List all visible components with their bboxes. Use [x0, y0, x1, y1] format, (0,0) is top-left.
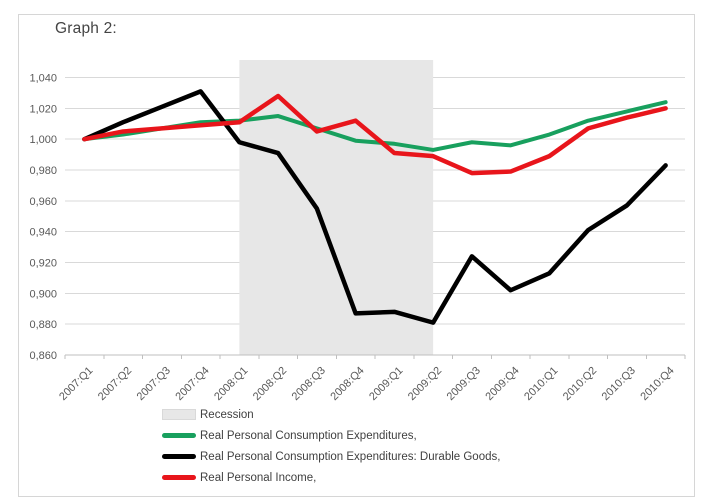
x-tick-label: 2007:Q2: [96, 365, 134, 403]
x-tick-label: 2010:Q3: [600, 365, 638, 403]
x-tick-label: 2010:Q4: [638, 365, 676, 403]
x-tick-label: 2010:Q1: [522, 365, 560, 403]
legend-label: Real Personal Consumption Expenditures: …: [200, 450, 501, 463]
x-tick-label: 2008:Q2: [251, 365, 289, 403]
legend-label: Real Personal Income,: [200, 471, 317, 484]
legend-item: Recession: [162, 404, 500, 425]
x-tick-label: 2007:Q1: [57, 365, 95, 403]
legend-label: Real Personal Consumption Expenditures,: [200, 429, 417, 442]
legend-line-swatch: [162, 433, 196, 438]
y-tick-label: 0,860: [29, 350, 57, 362]
y-tick-label: 0,940: [29, 227, 57, 239]
x-tick-label: 2008:Q1: [212, 365, 250, 403]
series-line: [82, 93, 668, 176]
legend-line-swatch: [162, 454, 196, 459]
legend-item: Real Personal Consumption Expenditures,: [162, 425, 500, 446]
legend-item: Real Personal Consumption Expenditures: …: [162, 446, 500, 467]
y-tick-label: 1,000: [29, 134, 57, 146]
x-tick-label: 2009:Q3: [445, 365, 483, 403]
series-line: [82, 89, 668, 325]
y-tick-label: 0,900: [29, 288, 57, 300]
y-tick-label: 0,980: [29, 165, 57, 177]
legend-item: Real Personal Income,: [162, 467, 500, 488]
x-tick-label: 2008:Q4: [328, 365, 366, 403]
legend-label: Recession: [200, 408, 254, 421]
x-tick-label: 2009:Q2: [406, 365, 444, 403]
legend-band-swatch: [162, 409, 196, 420]
x-tick-label: 2007:Q3: [135, 365, 173, 403]
y-tick-label: 1,040: [29, 73, 57, 85]
recession-band: [239, 60, 434, 355]
y-tick-label: 1,020: [29, 103, 57, 115]
y-tick-label: 0,960: [29, 196, 57, 208]
x-tick-label: 2009:Q1: [367, 365, 405, 403]
x-tick-label: 2008:Q3: [290, 365, 328, 403]
y-tick-label: 0,880: [29, 319, 57, 331]
x-tick-label: 2010:Q2: [561, 365, 599, 403]
legend-line-swatch: [162, 475, 196, 480]
chart-title: Graph 2:: [55, 20, 117, 37]
legend: Recession Real Personal Consumption Expen…: [162, 404, 500, 488]
y-tick-label: 0,920: [29, 258, 57, 270]
x-tick-label: 2009:Q4: [483, 365, 521, 403]
x-tick-label: 2007:Q4: [173, 365, 211, 403]
